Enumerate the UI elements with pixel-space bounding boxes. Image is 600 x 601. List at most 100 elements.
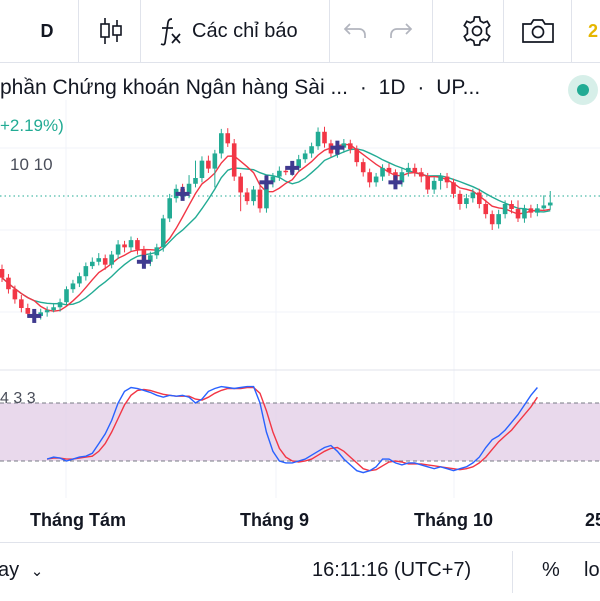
candle	[19, 295, 24, 313]
toolbar-divider	[78, 0, 79, 62]
clock-time[interactable]: 16:11:16 (UTC+7)	[312, 559, 472, 581]
signal-marker	[136, 254, 151, 269]
candle	[270, 172, 276, 188]
candle	[51, 302, 56, 313]
candle	[470, 188, 476, 203]
signal-marker	[330, 140, 345, 155]
undo-button[interactable]	[338, 0, 372, 62]
candle	[193, 160, 198, 188]
toolbar-divider	[503, 0, 504, 62]
stoch-band	[0, 402, 600, 462]
market-status-icon[interactable]	[568, 75, 598, 105]
candle	[406, 162, 411, 177]
price-change: +2.19%)	[0, 116, 64, 135]
candle	[496, 209, 501, 229]
time-axis[interactable]: Tháng Tám Tháng 9 Tháng 10 25	[0, 498, 600, 542]
candle	[277, 166, 282, 181]
more-label: 2	[587, 20, 598, 41]
range-label: ay	[0, 559, 20, 581]
candle	[348, 139, 353, 154]
candle	[438, 172, 443, 190]
toolbar-divider	[329, 0, 330, 62]
candle	[212, 149, 218, 188]
candle	[154, 243, 160, 259]
candle	[244, 188, 250, 205]
toolbar-divider	[571, 0, 572, 62]
xaxis-label: Tháng Tám	[30, 510, 127, 530]
candle	[70, 279, 76, 293]
settings-button[interactable]	[458, 0, 496, 62]
candle	[547, 191, 553, 210]
gear-icon	[463, 16, 491, 46]
snapshot-button[interactable]	[518, 0, 558, 62]
candle	[64, 286, 69, 306]
percent-toggle[interactable]: %	[542, 559, 560, 581]
candle	[109, 250, 114, 269]
signal-marker	[388, 175, 403, 190]
candle	[102, 254, 108, 270]
log-toggle[interactable]: lo	[584, 559, 600, 581]
candle	[367, 168, 372, 188]
candle	[451, 178, 456, 199]
stoch-band-fill	[0, 403, 600, 461]
chart-type-button[interactable]	[94, 0, 128, 62]
function-icon	[160, 18, 181, 46]
candle	[418, 167, 424, 183]
candle	[541, 195, 547, 210]
legend-separator: ·	[417, 76, 425, 99]
signal-marker	[285, 160, 300, 175]
candle	[315, 127, 321, 150]
candle	[0, 264, 5, 282]
candle	[167, 193, 172, 223]
candle	[206, 155, 211, 173]
candle	[122, 240, 127, 253]
candle	[373, 172, 379, 187]
candle	[322, 126, 327, 148]
candle	[425, 172, 430, 194]
stoch-k-line	[46, 385, 538, 474]
candle	[483, 199, 489, 219]
candle	[302, 149, 308, 163]
more-button[interactable]: 2	[583, 0, 600, 62]
indicators-label: Các chỉ báo	[192, 19, 298, 42]
signal-marker	[259, 175, 274, 190]
candle	[83, 262, 89, 281]
toolbar-divider	[140, 0, 141, 62]
camera-icon	[522, 19, 554, 43]
candle	[386, 163, 392, 176]
interval-button[interactable]: D	[30, 0, 64, 62]
candle	[115, 240, 121, 259]
stochastic-lines	[46, 385, 538, 474]
ma-fast-line	[1, 143, 551, 312]
redo-button[interactable]	[384, 0, 418, 62]
candle	[257, 185, 263, 213]
undo-icon	[343, 23, 366, 38]
candle	[160, 214, 166, 252]
candle	[444, 172, 450, 189]
xaxis-label: 25	[585, 510, 600, 530]
moving-averages	[1, 143, 551, 312]
candle	[231, 139, 237, 181]
legend-interval: 1D	[378, 76, 406, 99]
candle	[464, 193, 469, 209]
price-chart[interactable]	[0, 100, 600, 498]
indicators-button[interactable]: Các chỉ báo	[158, 0, 323, 62]
signal-marker	[27, 308, 42, 323]
candle	[502, 200, 508, 219]
candle	[225, 128, 231, 147]
stoch-d-line	[46, 386, 538, 472]
candle	[509, 200, 514, 214]
range-selector[interactable]: ay ⌄	[0, 559, 43, 582]
symbol-legend[interactable]: phần Chứng khoán Ngân hàng Sài ... · 1D …	[0, 76, 480, 100]
ma-settings-label[interactable]: 10 10	[10, 155, 53, 174]
candle	[380, 164, 385, 181]
bottom-bar: ay ⌄ 16:11:16 (UTC+7) % lo	[0, 542, 600, 601]
candle	[77, 272, 82, 288]
candle	[431, 177, 437, 194]
stoch-settings-label[interactable]: 4 3 3	[0, 390, 36, 407]
candle	[57, 298, 63, 312]
legend-separator: ·	[359, 76, 367, 99]
toolbar-divider	[432, 0, 433, 62]
signal-marker	[175, 186, 190, 201]
candle	[522, 204, 527, 223]
